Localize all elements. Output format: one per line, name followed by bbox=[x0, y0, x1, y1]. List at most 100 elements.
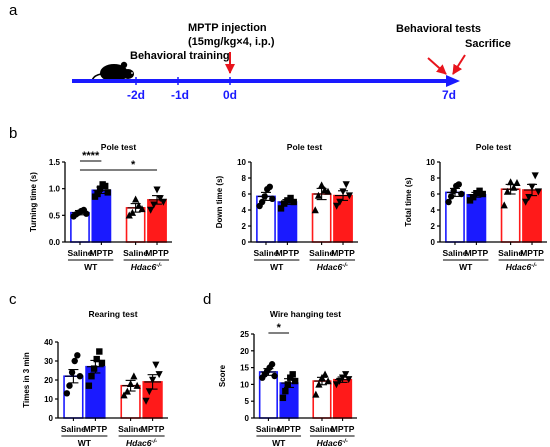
tick-minus-2d: -2d bbox=[127, 88, 145, 102]
chart-title: Pole test bbox=[101, 142, 137, 152]
timeline-tick-marks bbox=[135, 77, 450, 85]
x-tick-label: Saline bbox=[118, 424, 143, 434]
data-point bbox=[314, 191, 323, 199]
data-point bbox=[123, 387, 131, 395]
data-point bbox=[159, 198, 167, 206]
group-label-hdac6: Hdac6-/- bbox=[317, 438, 348, 447]
data-point bbox=[500, 201, 508, 209]
x-tick-label: Saline bbox=[442, 248, 467, 258]
bar-mptp bbox=[522, 189, 542, 243]
data-point bbox=[66, 382, 73, 389]
data-point bbox=[291, 377, 299, 385]
y-tick-label: 5 bbox=[245, 397, 250, 406]
data-point bbox=[531, 172, 539, 180]
tick-0d: 0d bbox=[223, 88, 237, 102]
significance-label: * bbox=[131, 159, 136, 171]
chart-pole-turning-time: Pole test 0.0 0.5 1.0 1.5 Turning time (s) Sal… bbox=[29, 142, 172, 272]
group-label-hdac6: Hdac6-/- bbox=[126, 438, 157, 447]
data-point bbox=[132, 195, 140, 203]
x-tick-label: Saline bbox=[253, 248, 278, 258]
data-point bbox=[76, 373, 84, 380]
y-tick-label: 6 bbox=[431, 190, 436, 199]
y-tick-label: 10 bbox=[44, 395, 53, 404]
x-tick-label: MPTP bbox=[520, 248, 544, 258]
data-point bbox=[279, 394, 287, 402]
y-tick-label: 0 bbox=[431, 238, 436, 247]
panel-label-b: b bbox=[9, 125, 17, 142]
data-point bbox=[479, 190, 486, 198]
y-tick-label: 0 bbox=[242, 238, 247, 247]
data-point bbox=[284, 381, 291, 388]
y-tick-label: 0.0 bbox=[49, 238, 61, 247]
bar-mptp bbox=[147, 199, 167, 243]
data-point bbox=[345, 192, 353, 200]
data-point bbox=[315, 380, 323, 388]
data-point bbox=[339, 188, 347, 196]
bar-saline bbox=[311, 193, 332, 243]
group-label-wt: WT bbox=[84, 262, 98, 272]
chart-title: Wire hanging test bbox=[270, 309, 341, 319]
x-tick-label: MPTP bbox=[276, 248, 300, 258]
y-tick-label: 8 bbox=[242, 174, 247, 183]
x-tick-label: Saline bbox=[123, 248, 148, 258]
chart-wire-hanging-test: Wire hanging test0510152025ScoreSalineMP… bbox=[218, 309, 357, 447]
y-tick-label: 1.5 bbox=[49, 158, 61, 167]
data-point bbox=[312, 390, 320, 398]
x-tick-label: MPTP bbox=[84, 424, 108, 434]
data-point bbox=[155, 371, 163, 379]
data-point bbox=[318, 181, 326, 189]
data-point bbox=[149, 376, 157, 384]
data-point bbox=[282, 387, 289, 395]
y-tick-label: 30 bbox=[44, 357, 53, 366]
data-point bbox=[138, 205, 146, 213]
data-point bbox=[145, 388, 153, 396]
panel-label-d: d bbox=[203, 291, 211, 308]
x-tick-label: Saline bbox=[309, 424, 334, 434]
data-point bbox=[142, 397, 150, 405]
group-label-wt: WT bbox=[78, 438, 92, 447]
x-tick-label: MPTP bbox=[331, 424, 355, 434]
data-point bbox=[458, 190, 465, 198]
data-point bbox=[290, 198, 297, 206]
y-tick-label: 40 bbox=[44, 338, 53, 347]
data-point bbox=[513, 179, 521, 186]
data-point bbox=[120, 391, 128, 399]
data-point bbox=[85, 382, 93, 389]
data-point bbox=[74, 352, 81, 359]
tests-arrow bbox=[427, 57, 447, 75]
data-point bbox=[510, 183, 518, 191]
x-tick-label: MPTP bbox=[277, 424, 301, 434]
data-point bbox=[342, 371, 350, 379]
data-point bbox=[71, 357, 78, 365]
panel-a: a -2d -1d 0d 7d Behavioral training MPTP… bbox=[9, 2, 511, 102]
y-axis-label: Score bbox=[218, 364, 227, 387]
mouse-icon bbox=[91, 61, 134, 83]
sacrifice-label: Sacrifice bbox=[465, 38, 511, 50]
y-tick-label: 10 bbox=[426, 158, 435, 167]
y-tick-label: 8 bbox=[431, 174, 436, 183]
x-tick-label: MPTP bbox=[465, 248, 489, 258]
y-tick-label: 10 bbox=[237, 158, 246, 167]
y-tick-label: 20 bbox=[240, 347, 249, 356]
data-point bbox=[336, 198, 344, 206]
data-point bbox=[133, 381, 141, 389]
y-tick-label: 0 bbox=[245, 414, 250, 423]
data-point bbox=[450, 187, 457, 194]
data-point bbox=[268, 361, 276, 368]
chart-title: Rearing test bbox=[88, 309, 137, 319]
x-tick-label: MPTP bbox=[145, 248, 169, 258]
data-point bbox=[324, 377, 332, 385]
data-point bbox=[455, 181, 462, 188]
group-label-wt: WT bbox=[270, 262, 284, 272]
y-axis-label: Total time (s) bbox=[404, 177, 413, 227]
y-tick-label: 6 bbox=[242, 190, 247, 199]
data-point bbox=[528, 183, 536, 191]
panel-label-a: a bbox=[9, 2, 18, 19]
data-point bbox=[152, 361, 160, 369]
y-tick-label: 10 bbox=[240, 380, 249, 389]
data-point bbox=[289, 371, 296, 378]
data-point bbox=[258, 198, 266, 206]
